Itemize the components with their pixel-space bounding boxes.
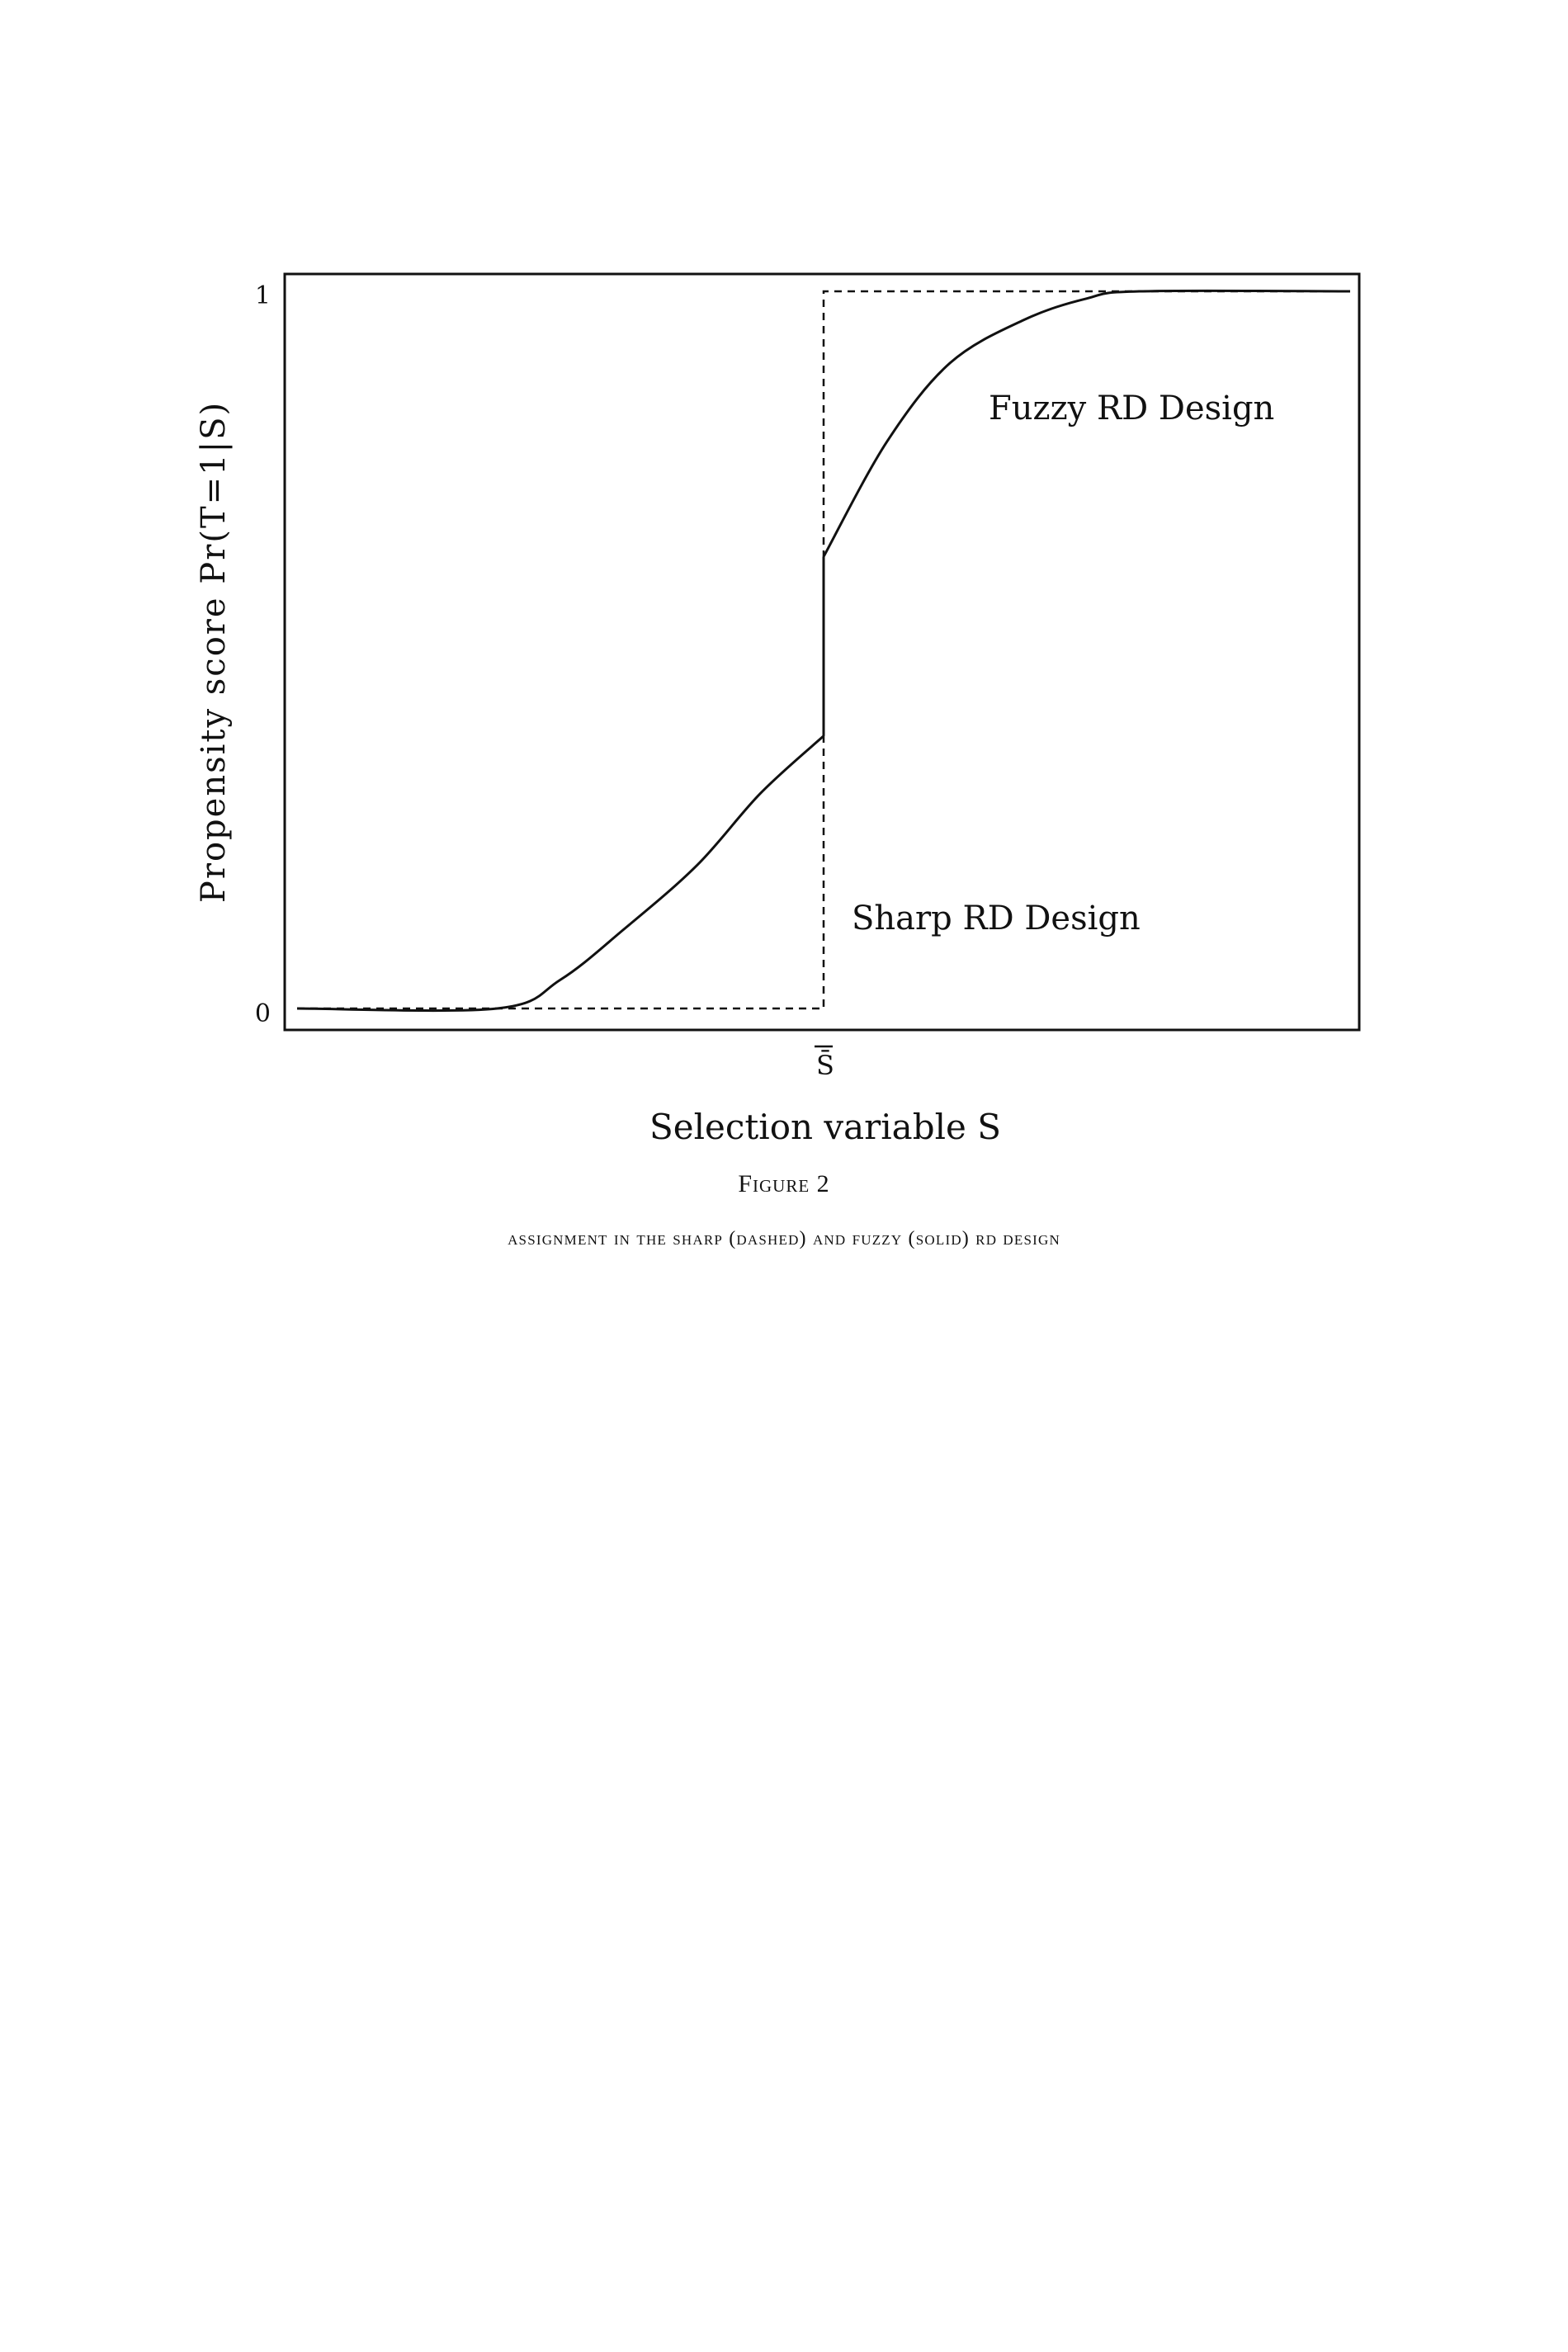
figure-caption-text: Assignment in the sharp (dashed) and fuz… [508,1228,1060,1249]
fuzzy-annotation: Fuzzy RD Design [989,390,1274,427]
figure-caption-title: Figure 2 [738,1170,830,1197]
x-axis-label: Selection variable S [649,1107,1001,1147]
x-tick-label: S̄ [816,1050,834,1081]
series-layer [296,289,1351,1013]
y-axis-label: Propensity score Pr(T=1|S) [195,401,233,903]
y-tick-label: 1 [255,281,271,310]
sharp-annotation: Sharp RD Design [852,900,1141,937]
y-tick-label: 0 [255,999,271,1028]
plot-frame [283,272,1361,1032]
fuzzy-rd-series-line [296,289,1351,1013]
